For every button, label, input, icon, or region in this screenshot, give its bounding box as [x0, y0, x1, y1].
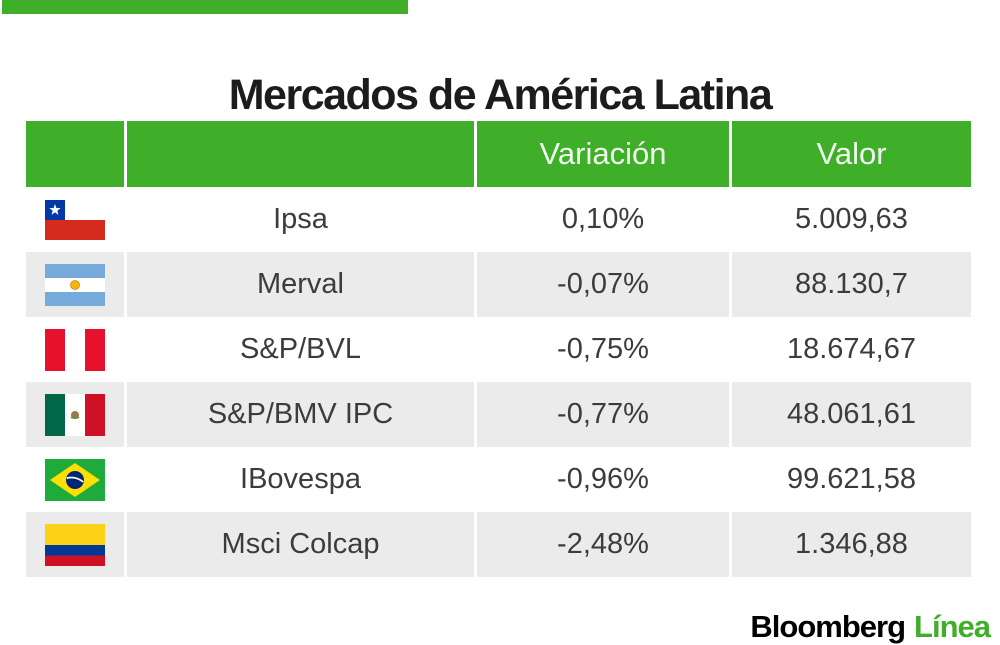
brazil-flag-icon — [45, 458, 105, 501]
header-value-label: Valor — [732, 121, 971, 187]
index-name: S&P/BMV IPC — [127, 382, 474, 447]
flag-cell — [26, 252, 124, 317]
index-name: IBovespa — [127, 447, 474, 512]
flag-cell — [26, 447, 124, 512]
chile-flag-icon — [45, 199, 105, 240]
index-value: 48.061,61 — [732, 382, 971, 447]
flag-cell — [26, 187, 124, 252]
brand-accent-bar — [2, 0, 408, 14]
index-value: 88.130,7 — [732, 252, 971, 317]
index-name: Merval — [127, 252, 474, 317]
peru-flag-icon — [45, 328, 105, 371]
page-title: Mercados de América Latina — [228, 70, 773, 119]
table-row-ibovespa: IBovespa -0,96% 99.621,58 — [26, 447, 971, 512]
mexico-flag-icon — [45, 393, 105, 436]
table-row-ipsa: Ipsa 0,10% 5.009,63 — [26, 187, 971, 252]
index-variation: 0,10% — [477, 187, 729, 252]
index-variation: -0,96% — [477, 447, 729, 512]
linea-wordmark: Línea — [914, 609, 991, 644]
index-value: 5.009,63 — [732, 187, 971, 252]
colombia-flag-icon — [45, 523, 105, 566]
markets-table: Variación Valor Ipsa 0,10% 5.009,63 Merv… — [26, 121, 971, 577]
table-row-spbmvipc: S&P/BMV IPC -0,77% 48.061,61 — [26, 382, 971, 447]
index-name: Msci Colcap — [127, 512, 474, 577]
header-variation-label: Variación — [477, 121, 729, 187]
header-flag-column — [26, 121, 124, 187]
index-variation: -0,77% — [477, 382, 729, 447]
table-row-mscicolcap: Msci Colcap -2,48% 1.346,88 — [26, 512, 971, 577]
bloomberg-linea-logo: Bloomberg Línea — [750, 609, 991, 645]
argentina-flag-icon — [45, 263, 105, 306]
index-value: 18.674,67 — [732, 317, 971, 382]
index-value: 99.621,58 — [732, 447, 971, 512]
flag-cell — [26, 382, 124, 447]
index-variation: -0,75% — [477, 317, 729, 382]
flag-cell — [26, 317, 124, 382]
index-value: 1.346,88 — [732, 512, 971, 577]
bloomberg-wordmark: Bloomberg — [750, 609, 906, 644]
table-row-spbvl: S&P/BVL -0,75% 18.674,67 — [26, 317, 971, 382]
index-name: S&P/BVL — [127, 317, 474, 382]
index-name: Ipsa — [127, 187, 474, 252]
index-variation: -0,07% — [477, 252, 729, 317]
flag-cell — [26, 512, 124, 577]
header-index-column — [127, 121, 474, 187]
table-header-row: Variación Valor — [26, 121, 971, 187]
table-row-merval: Merval -0,07% 88.130,7 — [26, 252, 971, 317]
index-variation: -2,48% — [477, 512, 729, 577]
